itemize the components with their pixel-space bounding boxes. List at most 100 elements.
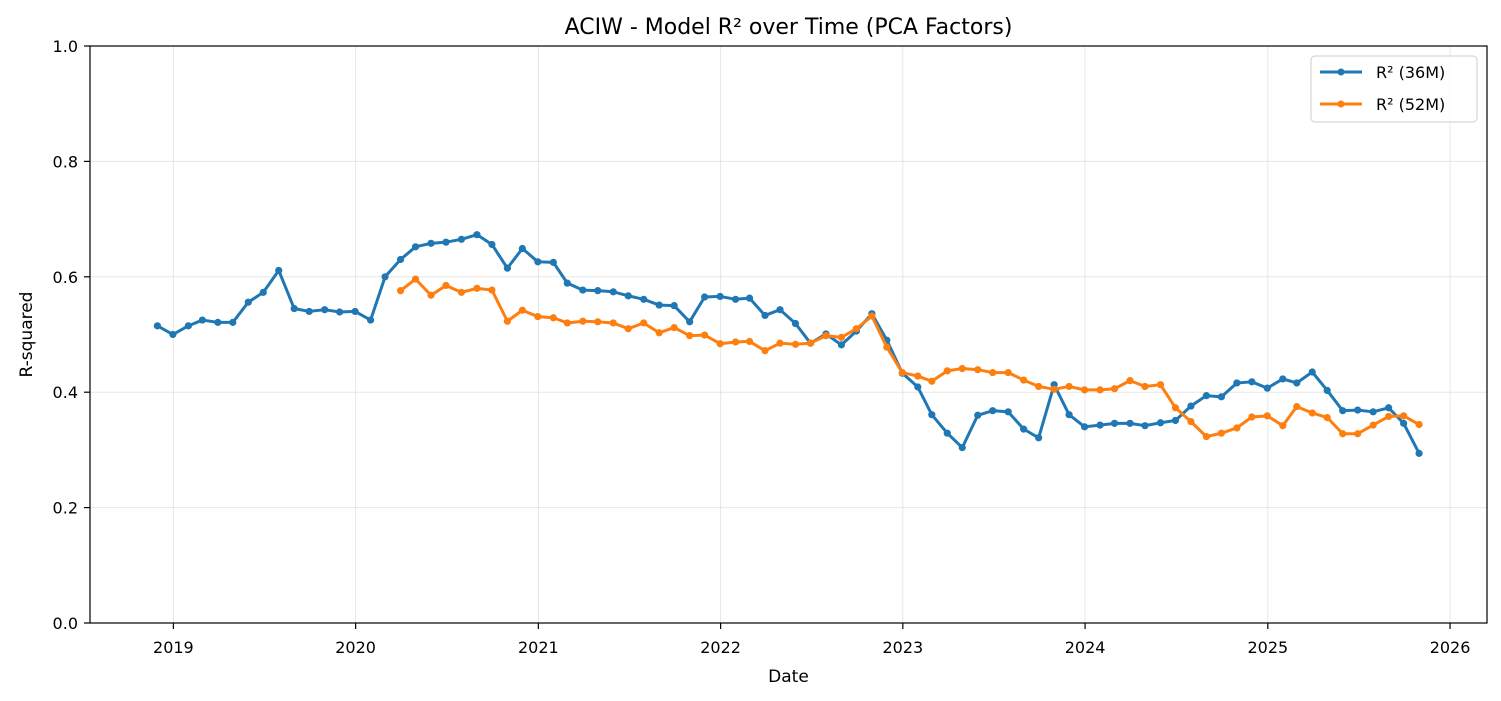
- data-point-r-52m: [1248, 413, 1256, 421]
- data-point-r-52m: [898, 368, 906, 377]
- data-point-r-52m: [1217, 429, 1225, 437]
- data-point-r-52m: [806, 339, 815, 347]
- data-point-r-52m: [914, 372, 922, 380]
- data-point-r-52m: [503, 317, 512, 325]
- data-point-r-36m: [1308, 368, 1316, 376]
- data-point-r-36m: [1141, 422, 1149, 430]
- data-point-r-52m: [745, 337, 754, 346]
- data-point-r-36m: [366, 316, 375, 324]
- data-point-r-36m: [214, 318, 222, 326]
- data-point-r-36m: [1080, 423, 1089, 431]
- data-point-r-36m: [1400, 419, 1408, 427]
- data-point-r-52m: [1035, 382, 1043, 391]
- data-point-r-52m: [958, 364, 966, 373]
- data-point-r-52m: [1004, 368, 1012, 377]
- plot-frame: [89, 45, 1488, 624]
- data-point-r-36m: [1171, 416, 1180, 425]
- series-r-36m: [153, 231, 1423, 457]
- data-point-r-36m: [198, 316, 206, 324]
- data-point-r-52m: [1080, 386, 1089, 394]
- data-point-r-52m: [883, 343, 891, 351]
- legend-label-r2-52m: R² (52M): [1376, 95, 1445, 114]
- data-point-r-52m: [411, 275, 420, 283]
- data-point-r-52m: [731, 338, 740, 346]
- data-point-r-36m: [958, 443, 966, 452]
- data-point-r-52m: [488, 286, 496, 294]
- data-point-r-36m: [745, 294, 754, 302]
- data-point-r-52m: [396, 287, 405, 295]
- data-point-r-36m: [1020, 425, 1028, 433]
- y-tick-label: 0.4: [53, 383, 78, 402]
- data-point-r-52m: [943, 367, 951, 375]
- data-point-r-52m: [549, 314, 557, 322]
- data-point-r-36m: [1415, 449, 1423, 457]
- data-point-r-52m: [1171, 404, 1180, 412]
- data-point-r-36m: [381, 273, 389, 281]
- data-point-r-36m: [259, 288, 267, 296]
- data-point-r-52m: [427, 291, 435, 299]
- legend-marker-r2-36m: [1337, 68, 1345, 76]
- data-point-r-52m: [868, 312, 876, 320]
- data-point-r-36m: [518, 244, 526, 253]
- chart-title: ACIW - Model R² over Time (PCA Factors): [565, 15, 1013, 40]
- data-point-r-52m: [1339, 430, 1347, 438]
- data-point-r-36m: [442, 238, 450, 246]
- data-point-r-36m: [411, 243, 420, 251]
- data-point-r-36m: [655, 301, 663, 309]
- data-point-r-36m: [1156, 419, 1165, 427]
- data-point-r-52m: [974, 366, 982, 374]
- data-point-r-36m: [169, 330, 177, 339]
- data-point-r-36m: [503, 264, 512, 272]
- data-point-r-36m: [761, 311, 769, 320]
- data-point-r-52m: [989, 368, 997, 377]
- data-point-r-52m: [534, 313, 542, 321]
- y-axis-label: R-squared: [17, 292, 37, 378]
- data-point-r-52m: [1279, 422, 1287, 430]
- data-point-r-36m: [1385, 404, 1393, 412]
- data-point-r-36m: [473, 231, 481, 239]
- data-point-r-36m: [989, 407, 997, 415]
- data-point-r-52m: [1308, 409, 1316, 417]
- data-point-r-36m: [1035, 434, 1043, 442]
- data-point-r-52m: [1050, 385, 1058, 393]
- data-point-r-36m: [914, 383, 922, 391]
- data-point-r-52m: [670, 323, 678, 332]
- data-point-r-52m: [609, 319, 617, 327]
- data-point-r-36m: [1202, 392, 1211, 400]
- data-point-r-36m: [1126, 419, 1134, 427]
- data-point-r-36m: [716, 292, 724, 301]
- data-point-r-52m: [1096, 386, 1104, 394]
- data-point-r-52m: [1263, 412, 1271, 420]
- data-point-r-36m: [1339, 407, 1347, 415]
- data-point-r-36m: [670, 302, 678, 310]
- data-point-r-52m: [655, 329, 663, 337]
- data-point-r-36m: [1233, 379, 1241, 387]
- data-point-r-36m: [928, 411, 936, 419]
- x-tick-label: 2021: [518, 638, 559, 657]
- data-point-r-52m: [1293, 403, 1301, 411]
- data-point-r-52m: [563, 319, 571, 327]
- data-point-r-52m: [701, 331, 709, 339]
- data-point-r-52m: [791, 340, 800, 348]
- data-point-r-52m: [1126, 377, 1134, 385]
- data-point-r-36m: [1369, 408, 1377, 416]
- legend-label-r2-36m: R² (36M): [1376, 63, 1445, 82]
- data-point-r-52m: [761, 347, 769, 355]
- data-point-r-52m: [1385, 412, 1393, 421]
- data-point-r-36m: [837, 341, 846, 349]
- data-point-r-36m: [1354, 406, 1362, 414]
- data-point-r-36m: [1248, 378, 1256, 386]
- x-axis-label: Date: [768, 667, 809, 687]
- data-point-r-52m: [624, 325, 632, 333]
- data-point-r-36m: [1065, 411, 1073, 419]
- data-point-r-36m: [776, 306, 784, 314]
- data-point-r-36m: [563, 279, 571, 287]
- data-point-r-52m: [640, 319, 648, 327]
- data-point-r-36m: [701, 293, 709, 301]
- data-point-r-36m: [594, 287, 602, 295]
- data-point-r-36m: [275, 266, 283, 275]
- data-point-r-52m: [457, 288, 466, 296]
- data-point-r-52m: [837, 333, 846, 341]
- legend: R² (36M) R² (52M): [1310, 55, 1478, 123]
